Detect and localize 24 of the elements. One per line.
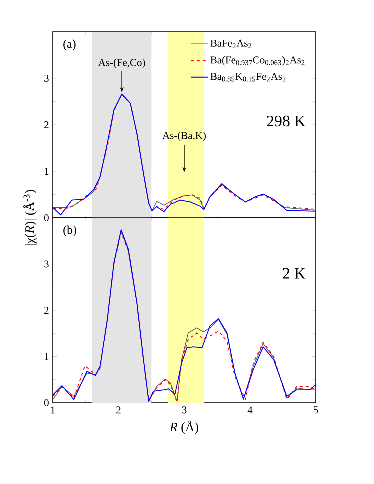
y-tick-label: 3 [44, 260, 49, 268]
y-tick-label: 1 [45, 353, 49, 360]
y-tick-label: 2 [44, 122, 49, 128]
y-tick-label: 1 [45, 168, 49, 175]
x-tick-label: 5 [314, 406, 318, 414]
annotation: 2 K [283, 268, 306, 279]
x-tick-label: 1 [51, 406, 55, 414]
annotation: 298 K [267, 116, 306, 127]
annotation: As-(Ba,K) [162, 132, 206, 142]
y-tick-label: 0 [44, 214, 49, 222]
y-tick-label: 0 [44, 399, 49, 407]
legend-label: Ba$_{0.85}$K$_{0.15}$Fe$_{2}$As$_{2}$ [210, 73, 286, 82]
legend-label: Ba(Fe$_{0.937}$Co$_{0.063}$)$_{2}$As$_{2}$ [210, 56, 305, 66]
x-tick-label: 4 [248, 406, 253, 414]
x-tick-label: 2 [116, 406, 121, 414]
x-axis-title: R (Å) [170, 420, 198, 434]
annotation: As-(Fe,Co) [98, 58, 146, 68]
x-tick-label: 3 [182, 406, 187, 414]
annotation: (a) [64, 40, 76, 51]
annotation: (b) [64, 226, 76, 237]
y-tick-label: 2 [44, 307, 49, 314]
y-tick-label: 3 [44, 74, 49, 82]
legend-label: BaFe$_{2}$As$_{2}$ [210, 40, 252, 48]
y-axis-title: |χ(R)| (Å$^{-3}$) [24, 190, 37, 246]
